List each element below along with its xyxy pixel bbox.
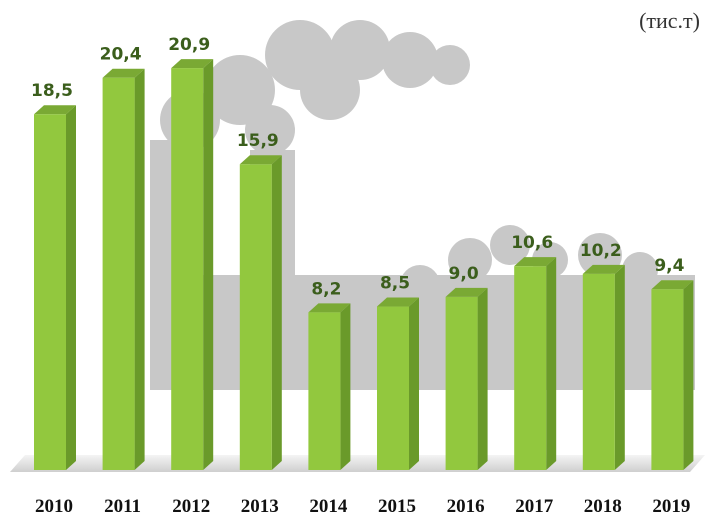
x-tick-label: 2013 <box>241 496 279 517</box>
bar-side <box>615 265 625 470</box>
bar-side <box>272 155 282 470</box>
value-label: 9,0 <box>449 264 479 284</box>
bar-side <box>340 303 350 470</box>
x-tick-label: 2011 <box>104 496 141 517</box>
value-label: 8,2 <box>311 279 341 299</box>
value-label: 10,6 <box>511 233 553 253</box>
bar-side <box>546 257 556 470</box>
bar <box>34 114 66 470</box>
value-label: 15,9 <box>237 131 279 151</box>
x-tick-label: 2019 <box>652 496 690 517</box>
value-label: 10,2 <box>580 241 622 261</box>
bar-side <box>203 59 213 470</box>
bar <box>583 274 615 470</box>
x-tick-label: 2012 <box>172 496 210 517</box>
value-label: 8,5 <box>380 274 410 294</box>
bar-side <box>683 280 693 470</box>
chart: (тис.т) 18,5 2010 20,4 2011 20,9 2012 15,9 2013… <box>0 0 706 520</box>
bar <box>103 78 135 470</box>
bar <box>171 68 203 470</box>
unit-label: (тис.т) <box>639 8 700 33</box>
bar-side <box>409 298 419 470</box>
value-label: 20,4 <box>100 45 142 65</box>
value-label: 18,5 <box>31 81 73 101</box>
bar <box>308 312 340 470</box>
x-tick-label: 2015 <box>378 496 416 517</box>
x-tick-label: 2010 <box>35 496 73 517</box>
bar <box>651 289 683 470</box>
bar-side <box>135 69 145 470</box>
bar <box>377 307 409 470</box>
bar-side <box>478 288 488 470</box>
value-label: 9,4 <box>654 256 684 276</box>
bar <box>514 266 546 470</box>
x-tick-label: 2017 <box>515 496 554 517</box>
x-tick-label: 2016 <box>447 496 485 517</box>
bar-side <box>66 105 76 470</box>
x-tick-label: 2018 <box>584 496 622 517</box>
value-label: 20,9 <box>168 35 210 55</box>
bar <box>240 164 272 470</box>
bar <box>446 297 478 470</box>
x-tick-label: 2014 <box>309 496 348 517</box>
